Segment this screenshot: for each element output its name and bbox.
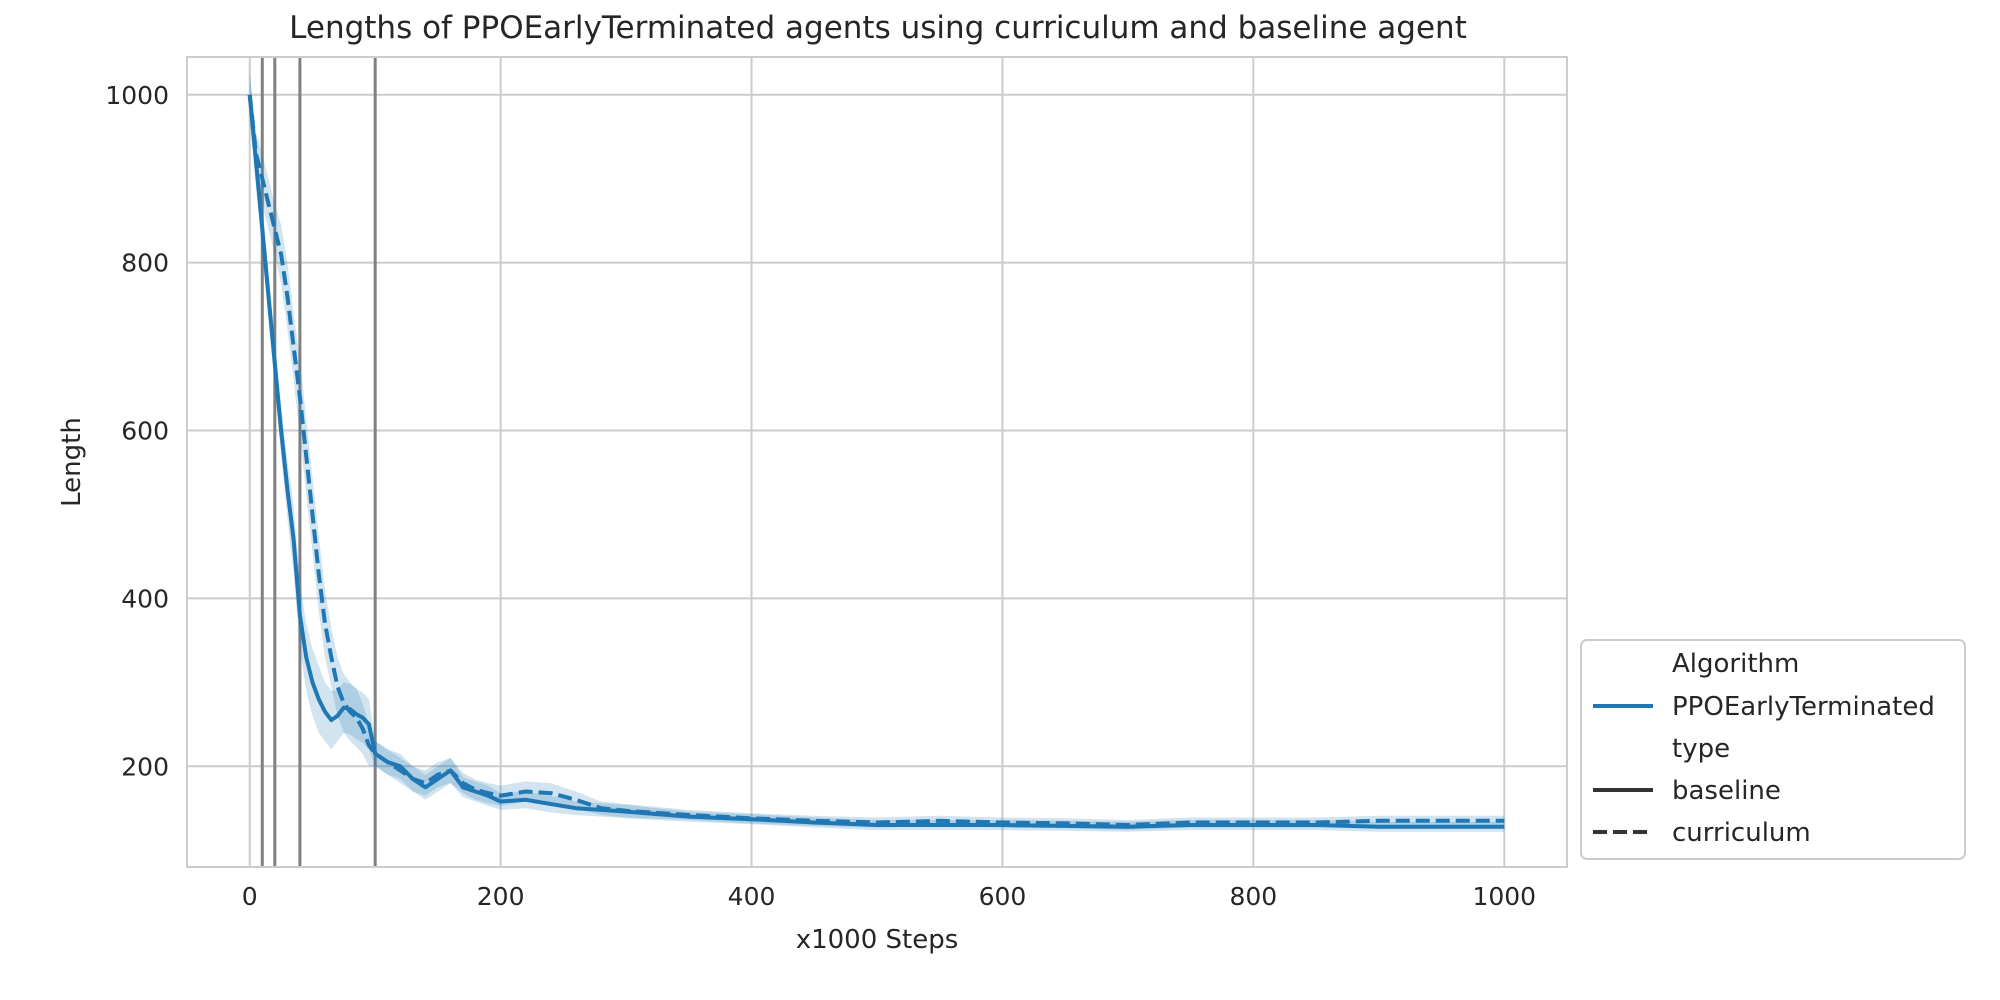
y-tick-label-400: 400 xyxy=(121,584,169,613)
x-tick-label-200: 200 xyxy=(477,882,525,911)
legend-entry-ppoearlyterminated: PPOEarlyTerminated xyxy=(1672,692,1935,722)
x-tick-label-400: 400 xyxy=(728,882,776,911)
y-tick-label-600: 600 xyxy=(121,417,169,446)
x-tick-label-600: 600 xyxy=(979,882,1027,911)
legend-hue-title: Algorithm xyxy=(1672,649,1799,679)
y-tick-labels: 200 400 600 800 1000 xyxy=(105,81,169,782)
plot-frame xyxy=(186,56,1568,868)
x-tick-label-1000: 1000 xyxy=(1472,882,1536,911)
y-axis-label: Length xyxy=(57,417,87,507)
baseline-band xyxy=(249,69,1505,832)
series-lines xyxy=(247,94,1505,829)
curriculum-band xyxy=(249,73,1505,831)
legend-style-title: type xyxy=(1672,734,1730,764)
x-axis-label: x1000 Steps xyxy=(796,925,959,955)
y-tick-label-800: 800 xyxy=(121,249,169,278)
legend: Algorithm PPOEarlyTerminated type baseli… xyxy=(1580,639,1966,860)
x-tick-labels: 0 200 400 600 800 1000 xyxy=(242,882,1536,911)
curriculum-line xyxy=(247,94,1505,827)
legend-entry-curriculum: curriculum xyxy=(1672,818,1811,848)
chart-title: Lengths of PPOEarlyTerminated agents usi… xyxy=(289,10,1467,46)
x-tick-label-800: 800 xyxy=(1230,882,1278,911)
baseline-line xyxy=(247,94,1505,829)
y-tick-label-200: 200 xyxy=(121,752,169,781)
x-tick-label-0: 0 xyxy=(242,882,258,911)
grid-layer xyxy=(187,57,1567,867)
legend-box xyxy=(1580,639,1966,860)
confidence-bands xyxy=(249,69,1505,832)
curriculum-switch-lines xyxy=(260,57,377,867)
y-tick-label-1000: 1000 xyxy=(105,81,169,110)
legend-entry-baseline: baseline xyxy=(1672,776,1781,806)
